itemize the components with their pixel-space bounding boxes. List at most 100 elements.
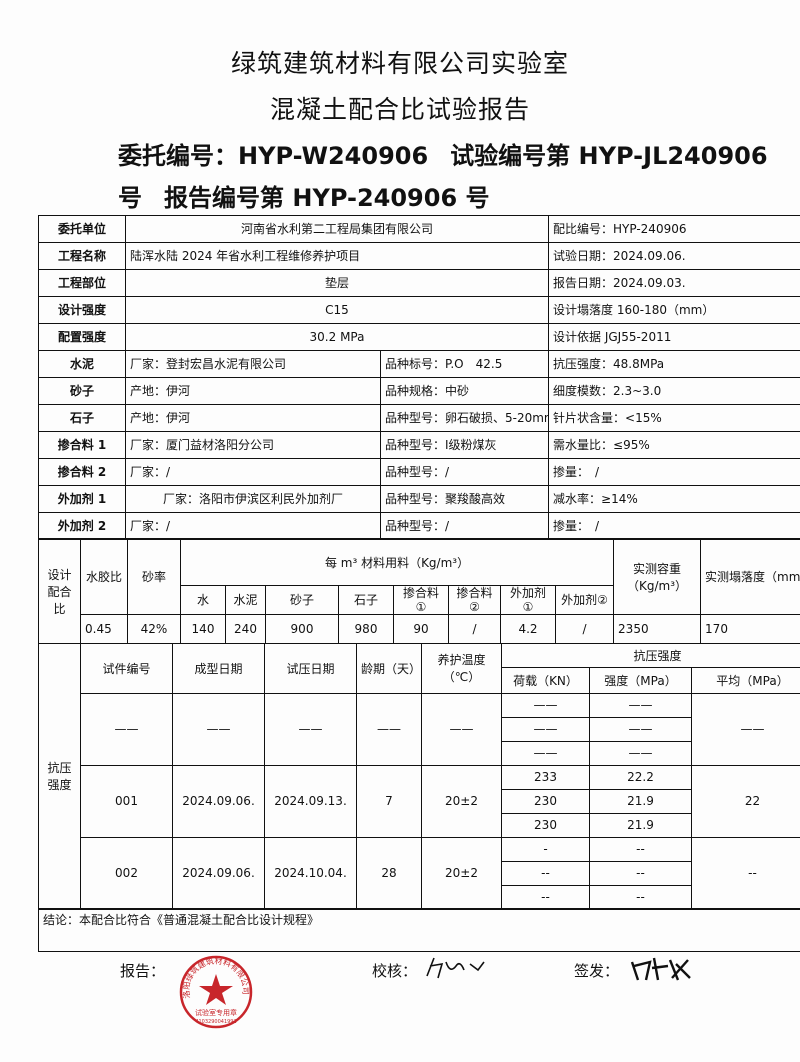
field-value: 河南省水利第二工程局集团有限公司 — [124, 214, 550, 243]
specimen-row: 001 2024.09.06. 2024.09.13. 7 20±2 233 22.2 22 — [39, 764, 800, 838]
mix-value: 2350 — [613, 614, 702, 644]
specimen-row: —— —— — [39, 716, 800, 742]
material-type: 品种型号：Ⅰ级粉煤灰 — [379, 430, 550, 459]
material-source: 厂家：/ — [125, 457, 381, 486]
conclusion-box: 结论：本配合比符合《普通混凝土配合比设计规程》 — [38, 908, 800, 952]
mix-value: / — [554, 614, 615, 644]
mix-value: 170 — [700, 614, 800, 644]
commission-no: 委托编号：HYP-W240906 — [118, 142, 429, 170]
material-property: 减水率：≥14% — [548, 484, 800, 513]
material-property: 细度模数：2.3~3.0 — [548, 376, 800, 405]
material-property: 需水量比：≤95% — [548, 430, 800, 459]
specimen-temp: 20±2 — [421, 764, 502, 838]
strength-col-header: 成型日期 — [172, 642, 265, 694]
strength-col-header: 龄期（天） — [356, 642, 422, 694]
issue-signature — [630, 957, 691, 981]
check-signature-label: 校核： — [372, 962, 418, 980]
material-property: 抗压强度：48.8MPa — [548, 349, 800, 378]
specimen-test: 2024.09.13. — [264, 764, 357, 838]
strength-sub-header: 荷载（KN） — [501, 666, 590, 694]
test-no: 试验编号第 HYP-JL240906 — [450, 142, 768, 170]
strength-value: -- — [589, 884, 692, 910]
strength-value: 21.9 — [589, 788, 692, 814]
specimen-row: 002 2024.09.06. 2024.10.04. 28 20±2- -- -- — [39, 836, 800, 910]
specimen-cast: —— — [172, 692, 265, 766]
load-value: 230 — [501, 788, 590, 814]
strength-value: 21.9 — [589, 812, 692, 838]
mix-label: 设计配合比 — [38, 538, 81, 644]
material-source: 厂家：厦门益材洛阳分公司 — [125, 430, 381, 459]
material-label: 掺合料 2 — [38, 457, 126, 486]
mix-col-header: 掺合料① — [393, 585, 449, 615]
field-value: 陆浑水陆 2024 年省水利工程维修养护项目 — [124, 241, 550, 270]
signature-row: 报告： 洛阳绿筑建筑材料有限公司 试验室专用章 4103290041992 校核… — [38, 952, 800, 1032]
specimen-id: 001 — [80, 764, 173, 838]
material-row: 外加剂 1 厂家：洛阳市伊滨区利民外加剂厂 品种型号：聚羧酸高效 减水率：≥14% — [38, 484, 800, 513]
specimen-age: 28 — [356, 836, 422, 910]
field-label: 设计强度 — [38, 295, 126, 324]
material-row: 水泥 厂家：登封宏昌水泥有限公司 品种标号：P.O 42.5 抗压强度：48.8MPa — [38, 349, 800, 378]
info-row: 工程部位 垫层 报告日期：2024.09.03. — [38, 268, 800, 297]
sand-rate-header: 砂率 — [127, 538, 181, 615]
mix-col-header: 砂子 — [265, 585, 339, 615]
material-type: 品种型号：/ — [379, 457, 550, 486]
material-label: 砂子 — [38, 376, 126, 405]
specimen-cast: 2024.09.06. — [172, 764, 265, 838]
mix-value: / — [448, 614, 501, 644]
material-label: 外加剂 2 — [38, 511, 126, 540]
specimen-id: —— — [80, 692, 173, 766]
field-label: 配置强度 — [38, 322, 126, 351]
info-table: 委托单位 河南省水利第二工程局集团有限公司 配比编号：HYP-240906 工程名称陆… — [38, 214, 800, 540]
specimen-temp: —— — [421, 692, 502, 766]
material-type: 品种标号：P.O 42.5 — [379, 349, 550, 378]
strength-sub-header: 强度（MPa） — [589, 666, 692, 694]
material-type: 品种型号：聚羧酸高效 — [379, 484, 550, 513]
average-value: 22 — [690, 764, 800, 838]
material-property: 掺量： / — [548, 457, 800, 486]
strength-value: —— — [589, 740, 692, 766]
mix-value: 4.2 — [500, 614, 556, 644]
material-source: 厂家：/ — [125, 511, 381, 540]
field-value: 30.2 MPa — [124, 322, 550, 351]
mix-value: 42% — [127, 614, 181, 644]
mix-col-header: 外加剂① — [500, 585, 556, 615]
stamp-number: 4103290041992 — [195, 1019, 236, 1025]
specimen-row: —— —— —— —— —— —— —— —— — [39, 692, 800, 766]
check-signature — [426, 957, 485, 979]
strength-value: -- — [589, 860, 692, 886]
strength-value: 22.2 — [589, 764, 692, 790]
material-row: 外加剂 2 厂家：/品种型号：/掺量： / — [38, 511, 800, 540]
field-right: 设计依据 JGJ55-2011 — [548, 322, 800, 351]
material-source: 厂家：洛阳市伊滨区利民外加剂厂 — [125, 484, 381, 513]
issue-signature-label: 签发： — [574, 962, 620, 980]
numbers-line-1: 委托编号：HYP-W240906 试验编号第 HYP-JL240906 — [118, 136, 790, 171]
field-label: 工程名称 — [38, 241, 126, 270]
material-label: 石子 — [38, 403, 126, 432]
material-type: 品种规格：中砂 — [379, 376, 550, 405]
specimen-test: 2024.10.04. — [264, 836, 357, 910]
material-row: 砂子 产地：伊河 品种规格：中砂 细度模数：2.3~3.0 — [38, 376, 800, 405]
specimen-temp: 20±2 — [421, 836, 502, 910]
field-right: 配比编号：HYP-240906 — [548, 214, 800, 243]
strength-value: -- — [589, 836, 692, 862]
specimen-id: 002 — [80, 836, 173, 910]
mix-col-header: 外加剂② — [554, 585, 615, 615]
mix-table: 设计配合比 水胶比 砂率 每 m³ 材料用料（Kg/m³） 实测容重（Kg/m³… — [38, 538, 800, 644]
mix-value: 140 — [180, 614, 226, 644]
slump-header: 实测塌落度（mm） — [700, 538, 800, 615]
specimen-row: 230 21.9 — [39, 812, 800, 838]
material-label: 水泥 — [38, 349, 126, 378]
info-row: 配置强度 30.2 MPa 设计依据 JGJ55-2011 — [38, 322, 800, 351]
strength-label: 抗压强度 — [38, 642, 81, 910]
conclusion-text: 结论：本配合比符合《普通混凝土配合比设计规程》 — [38, 908, 800, 952]
field-right: 试验日期：2024.09.06. — [548, 241, 800, 270]
specimen-age: 7 — [356, 764, 422, 838]
material-row: 掺合料 1 厂家：厦门益材洛阳分公司 品种型号：Ⅰ级粉煤灰 需水量比：≤95% — [38, 430, 800, 459]
lab-stamp: 洛阳绿筑建筑材料有限公司 试验室专用章 4103290041992 — [179, 956, 253, 1029]
mix-value: 980 — [338, 614, 394, 644]
strength-value: —— — [589, 716, 692, 742]
load-value: —— — [501, 716, 590, 742]
strength-col-header: 试压日期 — [264, 642, 357, 694]
field-label: 工程部位 — [38, 268, 126, 297]
field-value: 垫层 — [124, 268, 550, 297]
